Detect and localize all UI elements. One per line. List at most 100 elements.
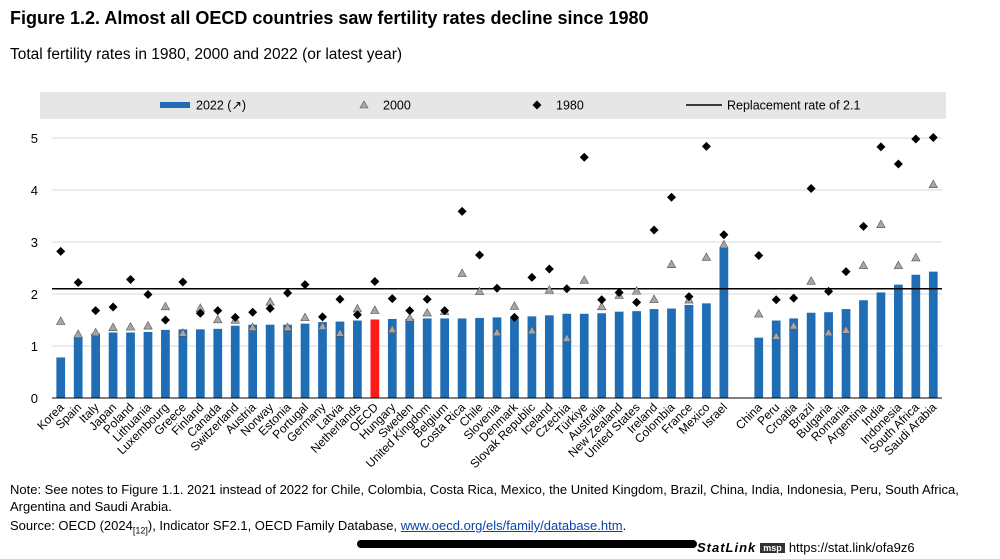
marker-2000 — [213, 314, 223, 324]
marker-1980 — [911, 134, 921, 144]
marker-1980 — [789, 293, 799, 303]
marker-1980 — [143, 290, 153, 300]
marker-1980 — [597, 295, 607, 305]
bar-2022 — [911, 274, 921, 398]
bar-2022 — [562, 313, 572, 398]
marker-2000 — [265, 296, 275, 306]
y-tick-label: 2 — [31, 287, 38, 302]
source-middle: ), Indicator SF2.1, OECD Family Database… — [147, 518, 401, 533]
bar-2022 — [387, 318, 397, 398]
marker-1980 — [719, 230, 729, 240]
marker-2000 — [247, 322, 258, 331]
marker-1980 — [405, 306, 415, 316]
statlink[interactable]: StatLink msp https://stat.link/ofa9z6 — [697, 540, 915, 555]
marker-1980 — [230, 312, 240, 322]
marker-2000 — [178, 328, 188, 337]
marker-1980 — [387, 294, 397, 304]
marker-2000 — [527, 325, 537, 335]
bar-2022 — [544, 315, 554, 398]
bar-2022 — [876, 292, 886, 398]
bar-2022 — [143, 331, 153, 398]
marker-1980 — [160, 315, 170, 325]
marker-2000 — [56, 316, 66, 325]
marker-1980 — [614, 287, 624, 297]
legend-label-1980: 1980 — [556, 99, 584, 113]
marker-1980 — [841, 267, 851, 277]
marker-1980 — [248, 307, 258, 317]
marker-1980 — [684, 292, 694, 302]
marker-2000 — [282, 322, 293, 331]
marker-1980 — [108, 302, 118, 312]
marker-1980 — [667, 192, 677, 202]
statlink-url[interactable]: https://stat.link/ofa9z6 — [788, 540, 915, 555]
bar-2022 — [318, 322, 327, 398]
marker-2000 — [928, 179, 938, 188]
marker-1980 — [579, 152, 589, 162]
legend-bar-swatch — [160, 102, 190, 108]
bar-2022 — [806, 312, 816, 398]
marker-2000 — [422, 307, 432, 317]
horizontal-scrollbar[interactable] — [357, 540, 697, 548]
marker-2000 — [474, 286, 485, 296]
marker-1980 — [195, 308, 205, 318]
bar-2022 — [91, 333, 100, 398]
bar-2022 — [265, 324, 275, 398]
marker-2000 — [544, 285, 555, 294]
bar-2022 — [457, 318, 467, 398]
marker-1980 — [317, 312, 327, 322]
bar-2022 — [841, 309, 851, 398]
marker-1980 — [824, 286, 834, 296]
legend-label-2022: 2022 (↗) — [196, 99, 246, 113]
marker-2000 — [649, 294, 659, 303]
marker-1980 — [265, 304, 275, 314]
marker-2000 — [911, 252, 921, 262]
bar-2022 — [422, 318, 432, 398]
statlink-logo-icon: msp — [760, 543, 785, 553]
marker-2000 — [719, 239, 729, 249]
bar-2022 — [492, 317, 502, 398]
marker-2000 — [370, 305, 380, 314]
bar-2022 — [928, 271, 938, 398]
source-suffix: . — [622, 518, 627, 533]
bar-2022 — [405, 318, 415, 398]
marker-1980 — [649, 225, 659, 235]
bar-2022 — [632, 311, 641, 398]
marker-1980 — [876, 142, 886, 152]
marker-1980 — [509, 312, 519, 322]
bar-2022 — [335, 321, 345, 398]
bar-2022 — [702, 303, 711, 398]
marker-2000 — [108, 322, 118, 331]
marker-1980 — [300, 280, 310, 290]
marker-1980 — [632, 297, 642, 307]
bar-2022 — [283, 324, 292, 398]
figure-title: Figure 1.2. Almost all OECD countries sa… — [10, 8, 649, 28]
marker-1980 — [562, 284, 572, 294]
y-tick-label: 5 — [31, 131, 38, 146]
bar-2022 — [667, 308, 676, 398]
marker-1980 — [771, 295, 781, 305]
bar-2022 — [56, 357, 66, 398]
fertility-chart: 2022 (↗) 2000 1980 Replacement rate of 2.1 … — [31, 92, 946, 471]
bars-2022 — [56, 247, 938, 398]
marker-2000 — [631, 286, 642, 295]
bar-2022 — [824, 312, 833, 398]
marker-2000 — [596, 301, 607, 311]
marker-2000 — [509, 301, 520, 310]
bar-2022 — [789, 318, 799, 398]
legend: 2022 (↗) 2000 1980 Replacement rate of 2.1 — [160, 99, 860, 113]
bar-2022 — [649, 309, 659, 398]
source-prefix: Source: OECD (2024 — [10, 518, 133, 533]
marker-1980 — [126, 274, 136, 284]
marker-1980 — [928, 132, 938, 142]
marker-2000 — [893, 260, 904, 270]
marker-1980 — [457, 206, 467, 216]
bar-2022 — [73, 337, 83, 398]
marker-1980 — [701, 141, 711, 151]
bar-2022 — [527, 316, 537, 398]
marker-2000 — [841, 325, 851, 334]
source-link[interactable]: www.oecd.org/els/family/database.htm — [400, 518, 623, 533]
marker-2000 — [858, 260, 869, 270]
marker-2000 — [73, 329, 83, 338]
marker-2000 — [457, 268, 467, 277]
bar-2022 — [353, 320, 362, 398]
